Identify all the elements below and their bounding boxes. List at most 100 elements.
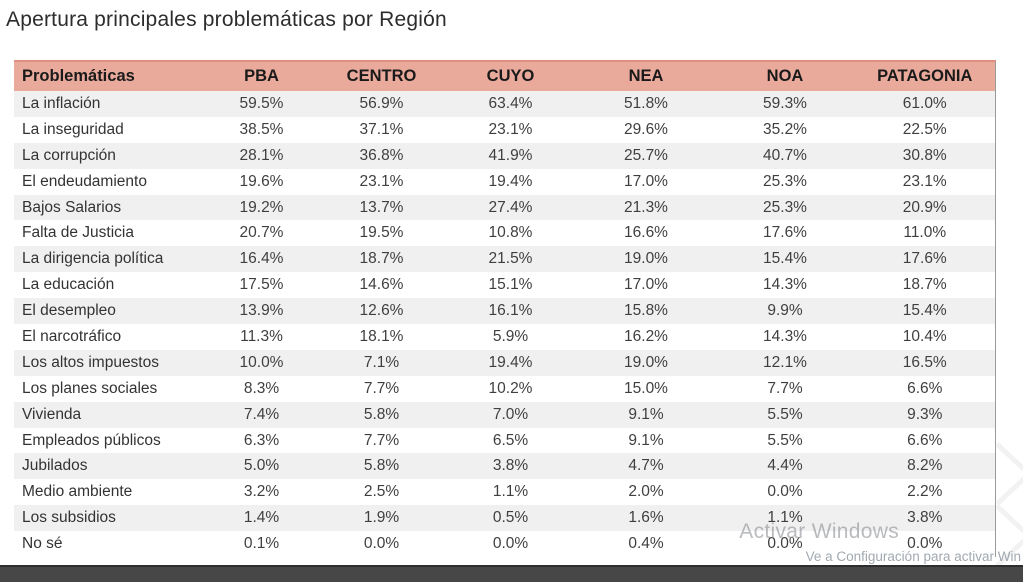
table-row: El desempleo 13.9% 12.6% 16.1% 15.8% 9.9% 15.4… [14,298,995,325]
row-label: Los altos impuestos [22,353,159,371]
row-value: 12.1% [763,353,807,371]
row-value: 10.2% [488,379,533,397]
row-value: 15.0% [624,379,668,397]
table-body: La inflación 59.5% 56.9% 63.4% 51.8% 59.3% 61.… [14,91,995,558]
row-value: 7.7% [767,379,803,397]
row-value: 0.0% [907,535,943,553]
row-value: 13.9% [239,302,284,320]
row-value: 9.9% [767,302,803,320]
row-value: 40.7% [763,146,807,164]
row-value: 18.1% [359,327,404,345]
table-row: Vivienda 7.4% 5.8% 7.0% 9.1% 5.5% 9.3% [14,401,995,428]
table-row: La dirigencia política 16.4% 18.7% 21.5% 19.… [14,246,995,273]
row-value: 1.1% [492,483,529,501]
row-value: 16.5% [902,353,947,371]
row-value: 23.1% [359,172,404,190]
row-value: 19.5% [359,224,404,242]
row-value: 7.7% [363,379,400,397]
row-value: 6.6% [907,431,943,449]
row-value: 7.0% [492,405,529,423]
row-value: 8.3% [243,379,280,397]
table-row: No sé 0.1% 0.0% 0.0% 0.4% 0.0% 0.0% [14,531,995,558]
row-value: 2.5% [363,483,400,501]
row-value: 1.9% [363,509,400,527]
row-value: 16.2% [624,327,668,345]
row-value: 3.2% [243,483,280,501]
row-value: 11.0% [903,224,947,242]
row-value: 11.3% [240,327,283,345]
row-label: La corrupción [22,146,116,164]
row-value: 9.1% [628,431,664,449]
table-row: La inflación 59.5% 56.9% 63.4% 51.8% 59.3% 61.… [14,91,995,117]
row-value: 1.6% [628,509,664,527]
row-value: 7.4% [243,405,280,423]
row-value: 56.9% [359,94,404,112]
row-value: 20.7% [239,224,284,242]
row-value: 0.1% [243,535,280,553]
row-value: 28.1% [239,146,284,164]
row-label: Los planes sociales [22,379,158,397]
row-value: 27.4% [488,198,533,216]
row-value: 17.6% [902,250,947,268]
row-value: 6.3% [243,431,280,449]
row-value: 12.6% [359,302,404,320]
row-value: 5.8% [363,457,400,475]
row-value: 15.1% [488,276,533,294]
table-row: Los planes sociales 8.3% 7.7% 10.2% 15.0% 7.7… [14,375,995,402]
row-value: 23.1% [488,120,533,138]
row-label: La educación [22,276,115,294]
row-value: 35.2% [763,120,807,138]
row-value: 17.5% [239,276,284,294]
row-value: 61.0% [902,94,947,112]
column-header-noa: NOA [715,60,855,91]
row-value: 0.0% [492,535,529,553]
row-value: 0.0% [363,535,400,553]
table-row: Bajos Salarios 19.2% 13.7% 27.4% 21.3% 25.3% 2… [14,194,995,221]
row-value: 16.4% [239,250,284,268]
row-value: 3.8% [907,509,943,527]
row-label: El endeudamiento [22,172,147,190]
row-value: 30.8% [902,146,947,164]
row-value: 4.7% [628,457,664,475]
column-header-problem-ticas: Problemáticas [14,60,204,91]
row-value: 14.3% [763,327,807,345]
column-header-pba: PBA [204,60,319,91]
table-row: Empleados públicos 6.3% 7.7% 6.5% 9.1% 5.5% 6.… [14,427,995,454]
table-row: Medio ambiente 3.2% 2.5% 1.1% 2.0% 0.0% 2.2% [14,479,995,506]
row-value: 51.8% [624,94,668,112]
row-value: 2.2% [907,483,943,501]
table-row: La educación 17.5% 14.6% 15.1% 17.0% 14.3% 18.… [14,272,995,299]
row-value: 10.4% [902,327,947,345]
row-value: 21.5% [488,250,533,268]
table-row: El narcotráfico 11.3% 18.1% 5.9% 16.2% 14.3% 1… [14,324,995,350]
row-value: 1.4% [243,509,280,527]
column-header-cuyo: CUYO [444,60,577,91]
row-label: El narcotráfico [22,327,122,345]
row-value: 59.5% [239,94,284,112]
row-value: 29.6% [624,120,668,138]
column-header-centro: CENTRO [319,60,444,91]
row-value: 23.1% [902,172,947,190]
row-label: Empleados públicos [22,431,161,449]
row-label: El desempleo [22,302,116,320]
row-value: 10.8% [488,224,533,242]
taskbar-strip [0,565,1023,582]
row-label: Bajos Salarios [22,198,122,216]
table-row: Falta de Justicia 20.7% 19.5% 10.8% 16.6% 17.… [14,220,995,247]
row-value: 38.5% [239,120,284,138]
table-header-row: Problemáticas PBA CENTRO CUYO NEA NOA PATAGONI… [14,60,995,91]
row-label: La dirigencia política [22,250,164,268]
row-value: 59.3% [763,94,807,112]
row-value: 2.0% [628,483,664,501]
row-label: Los subsidios [22,509,116,527]
row-value: 10.0% [239,353,284,371]
row-value: 15.8% [624,302,668,320]
row-label: Jubilados [22,457,88,475]
table-row: La inseguridad 38.5% 37.1% 23.1% 29.6% 35.2% 2… [14,116,995,143]
table-row: La corrupción 28.1% 36.8% 41.9% 25.7% 40.7% 30… [14,142,995,169]
row-value: 14.3% [763,276,807,294]
row-value: 0.4% [628,535,664,553]
row-value: 15.4% [763,250,807,268]
row-label: Falta de Justicia [22,224,134,242]
